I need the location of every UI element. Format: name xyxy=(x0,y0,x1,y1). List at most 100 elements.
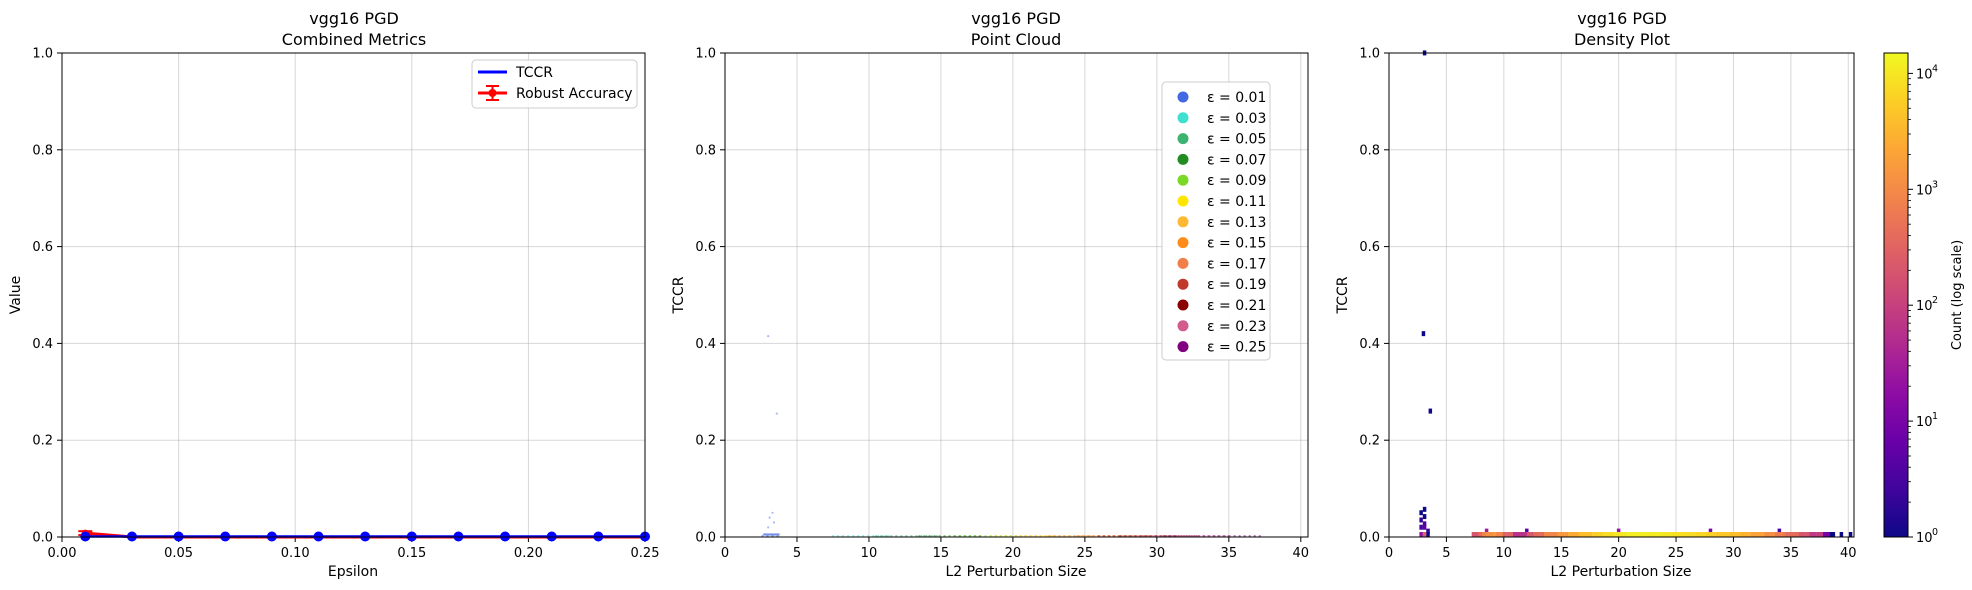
density-cell xyxy=(1471,532,1476,537)
legend-label: ε = 0.17 xyxy=(1207,256,1266,272)
density-cell xyxy=(1661,532,1665,537)
density-cell xyxy=(1726,532,1731,537)
density-cell xyxy=(1422,524,1427,530)
density-cell xyxy=(1585,532,1589,537)
panel2-title: vgg16 PGD xyxy=(971,9,1061,28)
density-cell xyxy=(1664,532,1669,537)
density-cell xyxy=(1530,532,1534,537)
x-tick-label: 0 xyxy=(1385,546,1393,561)
density-cell xyxy=(1685,532,1689,537)
density-cell xyxy=(1657,532,1662,537)
legend-label: ε = 0.19 xyxy=(1207,277,1266,293)
density-cell xyxy=(1826,532,1831,537)
density-cell xyxy=(1674,532,1679,537)
legend-label: ε = 0.07 xyxy=(1207,152,1266,168)
panel3-grid xyxy=(1388,52,1854,538)
density-cell xyxy=(1699,532,1703,537)
density-cell xyxy=(1705,532,1710,537)
density-cell xyxy=(1419,510,1423,516)
density-cell xyxy=(1771,532,1775,537)
density-cell xyxy=(1495,532,1500,537)
density-cell xyxy=(1630,532,1634,537)
panel1-subtitle: Combined Metrics xyxy=(282,30,426,49)
x-tick-label: 0.10 xyxy=(281,546,310,561)
y-tick-label: 0.4 xyxy=(32,337,53,352)
density-cell xyxy=(1692,532,1696,537)
x-tick-label: 40 xyxy=(1840,546,1857,561)
legend-marker xyxy=(1177,320,1189,332)
density-cell xyxy=(1422,521,1427,527)
legend-label: ε = 0.25 xyxy=(1207,340,1266,356)
x-tick-label: 0.05 xyxy=(164,546,193,561)
density-cell xyxy=(1654,532,1658,537)
density-cell xyxy=(1839,532,1844,537)
density-cell xyxy=(1485,532,1490,537)
panel2-ticks: 0 5 10 15 20 25 30 35 40 0.0 0.2 0.4 0.6 0.8 1.0 xyxy=(695,47,1309,562)
scatter-point xyxy=(767,526,770,529)
density-cell xyxy=(1526,532,1531,537)
density-cell xyxy=(1792,532,1796,537)
density-cell xyxy=(1475,532,1479,537)
density-cell xyxy=(1419,524,1423,530)
colorbar-label: Count (log scale) xyxy=(1950,240,1965,350)
panel1-marks xyxy=(78,529,650,542)
x-tick-label: 30 xyxy=(1725,546,1742,561)
panel-density-plot: vgg16 PGD Density Plot 0 5 10 15 20 25 30 35 400… xyxy=(1335,9,1857,580)
density-cell xyxy=(1712,532,1717,537)
x-tick-label: 5 xyxy=(1442,546,1450,561)
density-cell xyxy=(1564,532,1569,537)
density-cell xyxy=(1616,532,1620,537)
y-tick-label: 0.0 xyxy=(32,531,53,546)
density-cell xyxy=(1767,532,1772,537)
density-cell xyxy=(1757,532,1762,537)
x-tick-label: 0.15 xyxy=(397,546,426,561)
legend-marker xyxy=(1177,195,1189,207)
colorbar-tick-base: 10 xyxy=(1916,299,1933,314)
density-cell xyxy=(1761,532,1765,537)
colorbar-tick-base: 10 xyxy=(1916,415,1933,430)
density-cell xyxy=(1754,532,1758,537)
density-cell xyxy=(1802,532,1806,537)
x-tick-label: 5 xyxy=(793,546,801,561)
density-cell xyxy=(1482,532,1486,537)
panel3-subtitle: Density Plot xyxy=(1574,30,1670,49)
density-cell xyxy=(1623,532,1627,537)
density-cell xyxy=(1747,532,1751,537)
density-cell xyxy=(1736,532,1741,537)
legend-label: ε = 0.15 xyxy=(1207,236,1266,252)
density-cell xyxy=(1785,532,1789,537)
density-cell xyxy=(1547,532,1552,537)
legend-marker xyxy=(1177,237,1189,249)
density-cell xyxy=(1709,532,1713,537)
y-tick-label: 0.8 xyxy=(695,143,716,158)
panel3-title: vgg16 PGD xyxy=(1577,9,1667,28)
y-tick-label: 0.2 xyxy=(1359,434,1380,449)
density-cell xyxy=(1609,532,1614,537)
density-cell xyxy=(1550,532,1555,537)
density-cell xyxy=(1633,532,1638,537)
density-cell xyxy=(1626,532,1631,537)
density-cell xyxy=(1650,532,1655,537)
panel3-frame xyxy=(1388,52,1855,538)
y-tick-label: 0.0 xyxy=(695,531,716,546)
density-cell xyxy=(1557,532,1562,537)
density-cell xyxy=(1571,532,1576,537)
x-tick-label: 15 xyxy=(1553,546,1570,561)
y-tick-label: 0.2 xyxy=(32,434,53,449)
density-cell xyxy=(1848,532,1853,537)
y-tick-label: 0.8 xyxy=(1359,143,1380,158)
density-cell xyxy=(1829,532,1834,537)
panel-point-cloud: vgg16 PGD Point Cloud 0 5 10 15 20 25 30 35 40 0.… xyxy=(671,9,1309,580)
y-tick-label: 0.0 xyxy=(1359,531,1380,546)
density-cell xyxy=(1561,532,1565,537)
panel2-marks xyxy=(761,335,1261,538)
density-cell xyxy=(1554,532,1558,537)
density-cell xyxy=(1578,532,1583,537)
density-cell xyxy=(1513,532,1517,537)
legend-label: ε = 0.23 xyxy=(1207,319,1266,335)
density-cell xyxy=(1537,532,1541,537)
panel1-legend: TCCR Robust Accuracy xyxy=(471,59,638,109)
density-cell xyxy=(1516,532,1521,537)
